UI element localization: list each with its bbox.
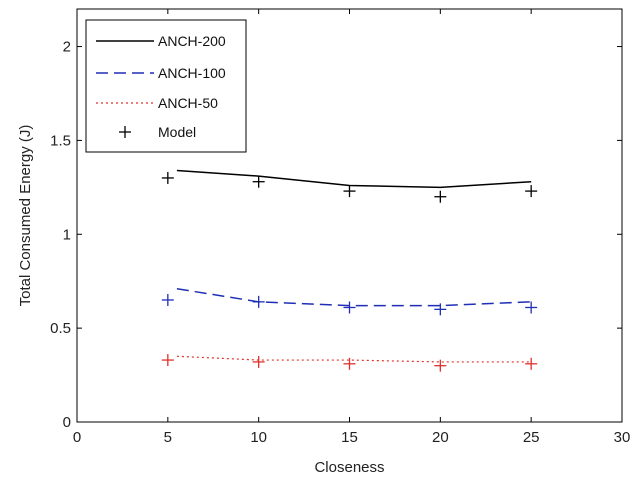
x-tick-label: 5 (164, 429, 172, 446)
model-point (343, 357, 356, 370)
model-point (434, 359, 447, 372)
model-point (161, 354, 174, 367)
model-point (434, 303, 447, 316)
x-tick-label: 30 (614, 429, 631, 446)
y-tick-label: 1 (63, 226, 71, 243)
y-tick-label: 1.5 (50, 132, 71, 149)
model-point (343, 185, 356, 198)
x-tick-label: 20 (432, 429, 449, 446)
model-point (434, 190, 447, 203)
series-line-anch-100 (176, 287, 532, 307)
legend-label: ANCH-100 (158, 65, 226, 81)
model-point (252, 295, 265, 308)
model-point (252, 355, 265, 368)
y-axis-label: Total Consumed Energy (J) (17, 125, 34, 307)
x-tick-label: 25 (523, 429, 540, 446)
legend: ANCH-200 ANCH-100 ANCH-50 Model (85, 19, 247, 153)
model-point (525, 301, 538, 314)
model-point (161, 293, 174, 306)
plot-area (161, 169, 538, 372)
model-point (525, 185, 538, 198)
legend-label: Model (158, 124, 196, 140)
y-tick-label: 0.5 (50, 320, 71, 337)
model-point (252, 175, 265, 188)
model-point (343, 301, 356, 314)
legend-label: ANCH-200 (158, 33, 226, 49)
legend-box (85, 19, 247, 153)
x-axis-label: Closeness (314, 459, 384, 476)
legend-label: ANCH-50 (158, 95, 218, 111)
axes: 0 5 10 15 20 25 30 0 0.5 1 1.5 2 (50, 8, 631, 446)
y-tick-label: 0 (63, 414, 71, 431)
model-point (525, 357, 538, 370)
series-line-anch-50 (176, 355, 532, 363)
series-line-anch-200 (176, 169, 532, 189)
x-tick-label: 0 (73, 429, 81, 446)
y-tick-label: 2 (63, 39, 71, 56)
x-tick-label: 10 (250, 429, 267, 446)
x-tick-label: 15 (341, 429, 358, 446)
model-point (161, 171, 174, 184)
